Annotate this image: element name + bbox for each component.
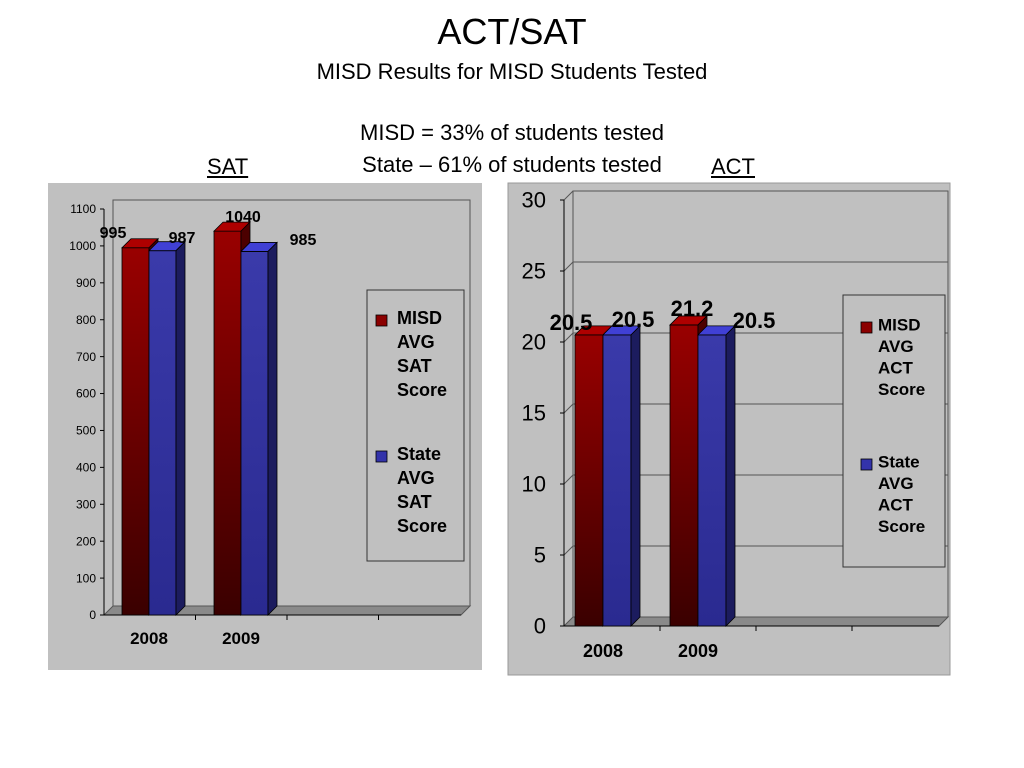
act-bar-misd-2009 (669, 324, 699, 627)
act-legend (842, 294, 946, 568)
sat-bar-misd-2008 (121, 247, 150, 616)
sat-legend-label-state: State AVG SAT Score (397, 444, 447, 536)
act-gridline (563, 190, 574, 201)
sat-data-label: 987 (169, 230, 196, 247)
page-subtitle: MISD Results for MISD Students Tested (316, 59, 708, 84)
act-legend-swatch-misd (860, 321, 873, 334)
act-gridline (563, 474, 574, 485)
sat-bar-state-2009 (240, 251, 269, 616)
sat-bar-state-2008 (148, 250, 177, 616)
sat-legend (366, 289, 465, 562)
act-gridline (563, 545, 574, 556)
sat-chart: 0 100 200 300 400 500 600 700 800 900 1000 1100 995 9… (48, 183, 482, 670)
act-y-tick-label: 25 (522, 259, 546, 284)
act-bar-state-2009 (697, 334, 727, 627)
page-title: ACT/SAT (437, 11, 587, 52)
act-data-label: 20.5 (612, 307, 655, 332)
act-y-tick-label: 0 (534, 614, 546, 639)
sat-x-tick-label: 2008 (130, 629, 168, 648)
act-legend-label-state: State AVG ACT Score (878, 453, 925, 537)
act-data-label: 20.5 (550, 310, 593, 335)
sat-y-tick-label: 800 (76, 313, 96, 327)
sat-y-tick-label: 1000 (69, 239, 96, 253)
sat-y-tick-label: 1100 (70, 202, 96, 216)
act-data-label: 21.2 (671, 296, 714, 321)
sat-y-tick-label: 500 (76, 424, 96, 438)
sat-bar-side-state-2009 (267, 241, 278, 616)
sat-y-tick-label: 0 (89, 608, 96, 622)
act-data-label: 20.5 (733, 308, 776, 333)
sat-x-tick-label: 2009 (222, 629, 260, 648)
sat-legend-swatch-state (375, 450, 388, 463)
act-gridline (563, 332, 574, 343)
act-legend-swatch-state (860, 458, 873, 471)
sat-y-tick-label: 600 (76, 387, 96, 401)
act-x-tick-label: 2009 (678, 641, 718, 661)
act-gridline (563, 403, 574, 414)
sat-legend-label-misd: MISD AVG SAT Score (397, 308, 447, 400)
misd-tested-note: MISD = 33% of students tested (360, 120, 664, 145)
sat-y-tick-label: 100 (76, 571, 96, 585)
act-gridline (563, 261, 574, 272)
act-y-tick-label: 5 (534, 543, 546, 568)
act-legend-label-misd: MISD AVG ACT Score (878, 316, 925, 400)
sat-bar-misd-2009 (213, 230, 242, 616)
sat-y-tick-label: 900 (76, 276, 96, 290)
act-chart: 0 5 10 15 20 25 30 20.5 20.5 2008 21.2 20.5 2009 MISD… (507, 182, 951, 676)
sat-section-label: SAT (207, 154, 249, 179)
sat-data-label: 1040 (225, 209, 261, 226)
act-bar-side-state-2009 (725, 324, 736, 627)
sat-y-tick-label: 200 (76, 534, 96, 548)
sat-legend-swatch-misd (375, 314, 388, 327)
act-x-tick-label: 2008 (583, 641, 623, 661)
sat-y-tick-label: 400 (76, 461, 96, 475)
act-y-tick-label: 20 (522, 330, 546, 355)
state-tested-note: State – 61% of students tested (362, 152, 662, 177)
sat-data-label: 985 (290, 232, 317, 249)
sat-bar-side-state-2008 (175, 240, 186, 616)
act-bar-side-state-2008 (630, 324, 641, 627)
act-y-tick-label: 10 (522, 472, 546, 497)
act-y-tick-label: 15 (522, 401, 546, 426)
act-section-label: ACT (711, 154, 755, 179)
act-bar-misd-2008 (574, 334, 604, 627)
act-y-tick-label: 30 (522, 188, 546, 213)
act-bar-state-2008 (602, 334, 632, 627)
sat-data-label: 995 (100, 225, 127, 242)
sat-y-tick-label: 700 (76, 350, 96, 364)
sat-y-tick-label: 300 (76, 497, 96, 511)
